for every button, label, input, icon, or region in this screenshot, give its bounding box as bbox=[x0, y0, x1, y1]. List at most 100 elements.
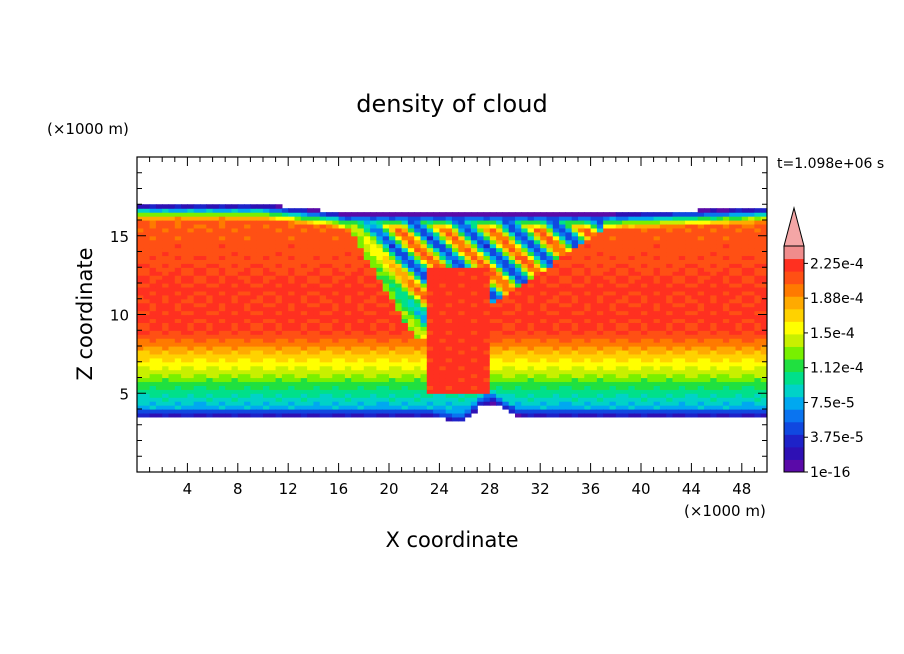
density-cell bbox=[458, 393, 466, 398]
density-cell bbox=[540, 409, 548, 414]
density-cell bbox=[609, 283, 617, 288]
density-cell bbox=[181, 271, 188, 276]
density-cell bbox=[678, 357, 686, 363]
density-cell bbox=[225, 377, 233, 383]
density-cell bbox=[307, 243, 314, 249]
density-cell bbox=[659, 227, 667, 233]
density-cell bbox=[357, 401, 365, 406]
density-cell bbox=[149, 220, 157, 225]
density-cell bbox=[533, 377, 541, 383]
density-cell bbox=[181, 318, 188, 323]
density-cell bbox=[647, 334, 655, 339]
density-cell bbox=[319, 216, 327, 221]
density-cell bbox=[231, 239, 239, 245]
density-cell bbox=[590, 338, 598, 343]
density-cell bbox=[634, 361, 642, 367]
density-cell bbox=[263, 243, 270, 249]
density-cell bbox=[263, 294, 270, 300]
density-cell bbox=[319, 409, 327, 414]
density-cell bbox=[735, 412, 743, 418]
density-cell bbox=[672, 318, 680, 323]
density-cell bbox=[722, 279, 730, 284]
density-cell bbox=[628, 385, 636, 390]
density-cell bbox=[395, 401, 403, 406]
density-cell bbox=[237, 338, 245, 343]
density-cell bbox=[722, 377, 730, 383]
density-cell bbox=[300, 220, 308, 225]
density-cell bbox=[502, 357, 510, 363]
density-cell bbox=[470, 271, 478, 276]
density-cell bbox=[382, 322, 390, 327]
density-cell bbox=[376, 326, 384, 331]
density-cell bbox=[565, 243, 573, 249]
density-cell bbox=[571, 361, 579, 367]
density-cell bbox=[470, 381, 478, 386]
density-cell bbox=[634, 294, 642, 300]
density-cell bbox=[420, 385, 428, 390]
density-cell bbox=[489, 393, 497, 398]
density-cell bbox=[641, 365, 648, 371]
density-cell bbox=[250, 393, 258, 398]
density-cell bbox=[187, 373, 195, 379]
density-cell bbox=[439, 239, 447, 245]
density-cell bbox=[288, 247, 296, 253]
density-cell bbox=[363, 393, 371, 398]
density-cell bbox=[414, 220, 422, 225]
density-cell bbox=[281, 279, 289, 284]
density-cell bbox=[338, 235, 346, 241]
density-cell bbox=[414, 381, 422, 386]
density-cell bbox=[376, 263, 384, 268]
density-cell bbox=[634, 377, 642, 383]
density-cell bbox=[496, 227, 503, 233]
density-cell bbox=[735, 409, 743, 414]
density-cell bbox=[351, 385, 359, 390]
density-cell bbox=[470, 393, 478, 398]
density-cell bbox=[445, 271, 453, 276]
density-cell bbox=[628, 267, 636, 272]
density-cell bbox=[508, 247, 516, 253]
density-cell bbox=[458, 385, 466, 390]
density-cell bbox=[641, 349, 648, 355]
density-cell bbox=[641, 357, 648, 363]
density-cell bbox=[281, 346, 289, 351]
density-cell bbox=[590, 365, 598, 371]
density-cell bbox=[357, 251, 365, 257]
density-cell bbox=[615, 294, 623, 300]
density-cell bbox=[609, 290, 617, 296]
density-cell bbox=[193, 318, 201, 323]
density-cell bbox=[647, 377, 655, 383]
density-cell bbox=[622, 255, 629, 260]
density-cell bbox=[584, 259, 592, 264]
density-cell bbox=[445, 409, 453, 414]
density-cell bbox=[281, 338, 289, 343]
density-cell bbox=[704, 389, 711, 394]
density-cell bbox=[653, 373, 661, 379]
density-cell bbox=[609, 259, 617, 264]
density-cell bbox=[168, 334, 176, 339]
density-cell bbox=[697, 220, 705, 225]
density-cell bbox=[433, 220, 440, 225]
density-cell bbox=[596, 346, 604, 351]
density-cell bbox=[433, 330, 440, 335]
density-cell bbox=[193, 251, 201, 257]
density-cell bbox=[722, 243, 730, 249]
density-cell bbox=[389, 401, 396, 406]
density-cell bbox=[200, 302, 207, 308]
density-cell bbox=[382, 361, 390, 367]
density-cell bbox=[256, 243, 264, 249]
density-cell bbox=[578, 389, 585, 394]
density-cell bbox=[458, 346, 466, 351]
density-cell bbox=[407, 227, 415, 233]
density-cell bbox=[225, 393, 233, 398]
density-cell bbox=[326, 235, 333, 241]
density-cell bbox=[697, 361, 705, 367]
density-cell bbox=[666, 322, 674, 327]
density-cell bbox=[691, 275, 699, 280]
density-cell bbox=[200, 251, 207, 257]
density-cell bbox=[225, 290, 233, 296]
density-cell bbox=[426, 397, 434, 402]
density-cell bbox=[552, 235, 560, 241]
density-cell bbox=[653, 231, 661, 237]
density-cell bbox=[174, 227, 182, 233]
density-cell bbox=[363, 298, 371, 304]
